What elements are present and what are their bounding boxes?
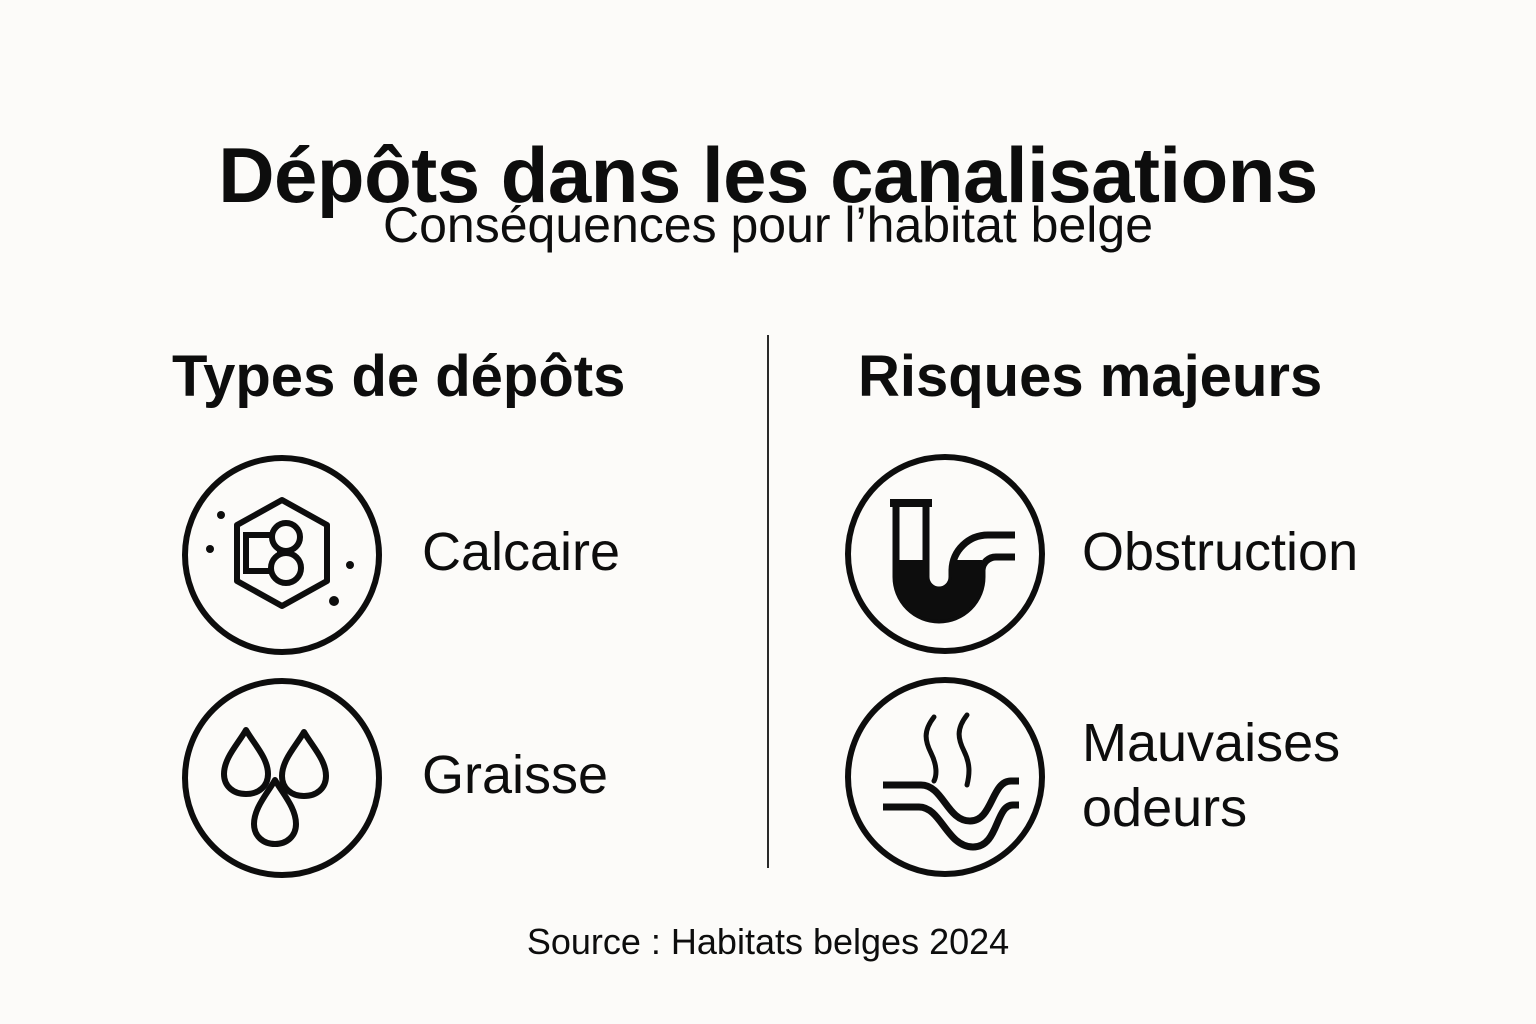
clogged-pipe-trap-icon <box>843 452 1047 656</box>
limescale-hexagon-icon <box>180 453 384 657</box>
label-obstruction: Obstruction <box>1082 522 1359 582</box>
page-title: Dépôts dans les canalisations <box>218 131 1318 220</box>
bad-odor-steam-icon <box>843 675 1047 879</box>
label-mauvaises-odeurs: Mauvaises odeurs <box>1082 711 1340 841</box>
grease-drops-icon <box>180 676 384 880</box>
column-divider <box>767 335 769 868</box>
label-calcaire: Calcaire <box>422 522 621 582</box>
heading-risques-majeurs: Risques majeurs <box>858 344 1323 409</box>
page-subtitle: Conséquences pour l’habitat belge <box>383 197 1153 253</box>
source-footnote: Source : Habitats belges 2024 <box>526 921 1010 962</box>
label-odeurs: odeurs <box>1082 777 1248 838</box>
label-mauvaises: Mauvaises <box>1082 713 1341 773</box>
label-graisse: Graisse <box>422 745 609 805</box>
heading-types-de-depots: Types de dépôts <box>172 344 626 409</box>
